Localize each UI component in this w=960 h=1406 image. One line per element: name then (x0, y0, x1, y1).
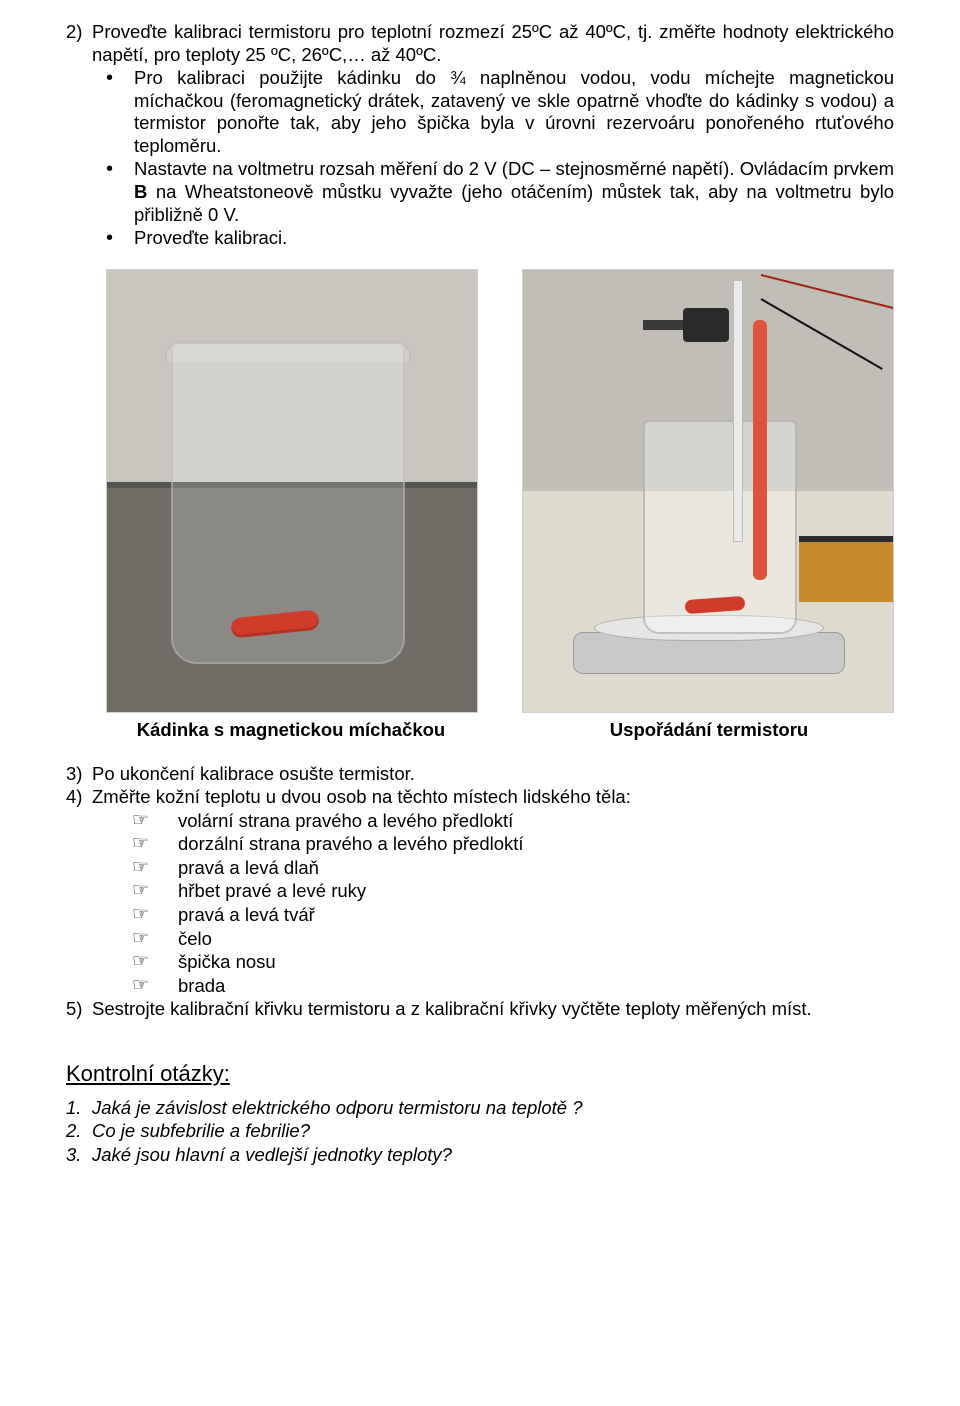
kontrolni-text: Jaké jsou hlavní a vedlejší jednotky tep… (92, 1144, 894, 1167)
body-location-label: pravá a levá tvář (178, 904, 315, 927)
bullet-icon: • (106, 158, 134, 182)
thermistor-probe (753, 320, 767, 580)
body-location-label: pravá a levá dlaň (178, 857, 319, 880)
hand-icon: ☞ (132, 810, 178, 832)
bullet-text: Proveďte kalibraci. (134, 227, 894, 250)
body-location-item: ☞hřbet pravé a levé ruky (132, 880, 894, 903)
body-location-item: ☞čelo (132, 928, 894, 951)
body-location-item: ☞brada (132, 975, 894, 998)
bullet-text: Pro kalibraci použijte kádinku do ¾ napl… (134, 67, 894, 157)
hand-icon: ☞ (132, 951, 178, 973)
step-4: 4) Změřte kožní teplotu u dvou osob na t… (66, 786, 894, 809)
photo-thermistor-setup (522, 269, 894, 713)
stir-bar-small (685, 596, 746, 614)
kontrolni-marker: 2. (66, 1120, 92, 1143)
body-location-label: dorzální strana pravého a levého předlok… (178, 833, 524, 856)
step-marker: 5) (66, 998, 92, 1021)
body-location-label: špička nosu (178, 951, 276, 974)
body-location-label: čelo (178, 928, 212, 951)
step-marker: 4) (66, 786, 92, 809)
kontrolni-item: 3.Jaké jsou hlavní a vedlejší jednotky t… (66, 1144, 894, 1167)
hand-icon: ☞ (132, 928, 178, 950)
body-location-item: ☞špička nosu (132, 951, 894, 974)
body-location-item: ☞pravá a levá dlaň (132, 857, 894, 880)
clamp-arm (643, 320, 687, 330)
kontrolni-heading: Kontrolní otázky: (66, 1061, 894, 1087)
body-location-item: ☞volární strana pravého a levého předlok… (132, 810, 894, 833)
kontrolni-text: Jaká je závislost elektrického odporu te… (92, 1097, 894, 1120)
step-4-text: Změřte kožní teplotu u dvou osob na těch… (92, 786, 894, 809)
step-3-text: Po ukončení kalibrace osušte termistor. (92, 763, 894, 786)
hand-icon: ☞ (132, 833, 178, 855)
bullet-provedte: • Proveďte kalibraci. (106, 227, 894, 251)
body-location-label: hřbet pravé a levé ruky (178, 880, 366, 903)
step-5-text: Sestrojte kalibrační křivku termistoru a… (92, 998, 894, 1021)
kontrolni-item: 2.Co je subfebrilie a febrilie? (66, 1120, 894, 1143)
body-location-label: brada (178, 975, 225, 998)
beaker-small (643, 420, 797, 634)
bullet-b-pre: Nastavte na voltmetru rozsah měření do 2… (134, 158, 894, 179)
hand-icon: ☞ (132, 857, 178, 879)
photo-left-block (106, 269, 478, 713)
wire-red (761, 274, 894, 310)
photo-right-block (522, 269, 894, 713)
beaker-shape (171, 340, 405, 664)
caption-left: Kádinka s magnetickou míchačkou (106, 719, 476, 741)
photo-beaker (106, 269, 478, 713)
caption-right: Uspořádání termistoru (524, 719, 894, 741)
bullet-text: Nastavte na voltmetru rozsah měření do 2… (134, 158, 894, 226)
bullet-b-tail: na Wheatstoneově můstku vyvažte (jeho ot… (134, 181, 894, 225)
step-3: 3) Po ukončení kalibrace osušte termisto… (66, 763, 894, 786)
caption-row: Kádinka s magnetickou míchačkou Uspořádá… (106, 719, 894, 741)
hand-icon: ☞ (132, 975, 178, 997)
stir-bar (230, 609, 320, 638)
body-location-label: volární strana pravého a levého předlokt… (178, 810, 513, 833)
kontrolni-item: 1.Jaká je závislost elektrického odporu … (66, 1097, 894, 1120)
bullet-kalibrace-voda: • Pro kalibraci použijte kádinku do ¾ na… (106, 67, 894, 157)
bullet-b-bold: B (134, 181, 147, 202)
bullet-icon: • (106, 227, 134, 251)
kontrolni-list: 1.Jaká je závislost elektrického odporu … (66, 1097, 894, 1167)
kontrolni-marker: 1. (66, 1097, 92, 1120)
bullet-voltmetr: • Nastavte na voltmetru rozsah měření do… (106, 158, 894, 226)
thermometer (733, 280, 743, 542)
kontrolni-text: Co je subfebrilie a febrilie? (92, 1120, 894, 1143)
kontrolni-marker: 3. (66, 1144, 92, 1167)
body-location-item: ☞pravá a levá tvář (132, 904, 894, 927)
bullet-icon: • (106, 67, 134, 91)
step-4-list: ☞volární strana pravého a levého předlok… (132, 810, 894, 998)
hotplate (573, 632, 845, 674)
hand-icon: ☞ (132, 880, 178, 902)
step-2-bullets: • Pro kalibraci použijte kádinku do ¾ na… (106, 67, 894, 251)
page: 2) Proveďte kalibraci termistoru pro tep… (0, 0, 960, 1406)
clamp (683, 308, 729, 342)
wire-black (761, 298, 883, 370)
step-marker: 3) (66, 763, 92, 786)
desk-face (799, 542, 893, 602)
step-5: 5) Sestrojte kalibrační křivku termistor… (66, 998, 894, 1021)
step-2: 2) Proveďte kalibraci termistoru pro tep… (66, 21, 894, 66)
body-location-item: ☞dorzální strana pravého a levého předlo… (132, 833, 894, 856)
step-2-text: Proveďte kalibraci termistoru pro teplot… (92, 21, 894, 66)
photo-row (106, 269, 894, 713)
step-marker: 2) (66, 21, 92, 44)
hand-icon: ☞ (132, 904, 178, 926)
